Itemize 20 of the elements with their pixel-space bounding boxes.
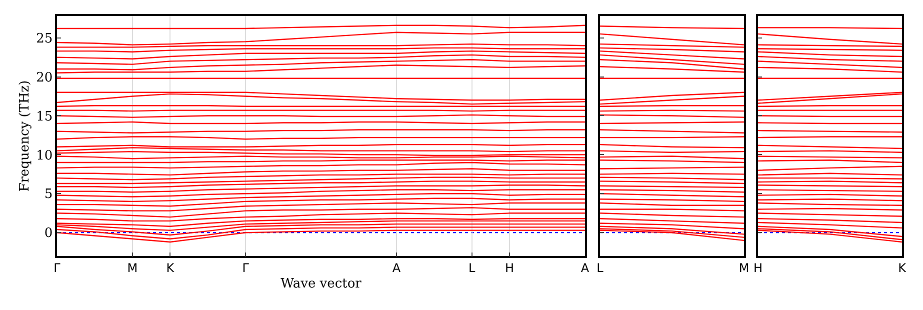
x-tick-label: K [898,261,908,276]
x-tick-label: M [127,261,138,276]
x-tick-label: H [753,261,763,276]
x-tick-label: M [738,261,750,276]
x-tick-label: L [596,261,604,276]
y-tick-label: 5 [44,187,53,202]
y-tick-label: 20 [36,70,53,86]
x-tick-label: A [392,261,402,276]
y-tick-label: 10 [36,148,53,164]
y-tick-label: 15 [36,109,53,124]
x-tick-label: Γ [242,261,250,276]
y-axis-title: Frequency (THz) [18,80,33,192]
x-tick-label: K [166,261,176,276]
x-tick-label: Γ [54,261,61,276]
y-tick-label: 25 [36,31,53,46]
x-tick-label: A [580,261,590,276]
y-tick-label: 0 [44,226,53,242]
x-axis-title: Wave vector [280,276,362,292]
x-tick-label: L [468,261,476,276]
x-tick-label: H [505,261,514,276]
